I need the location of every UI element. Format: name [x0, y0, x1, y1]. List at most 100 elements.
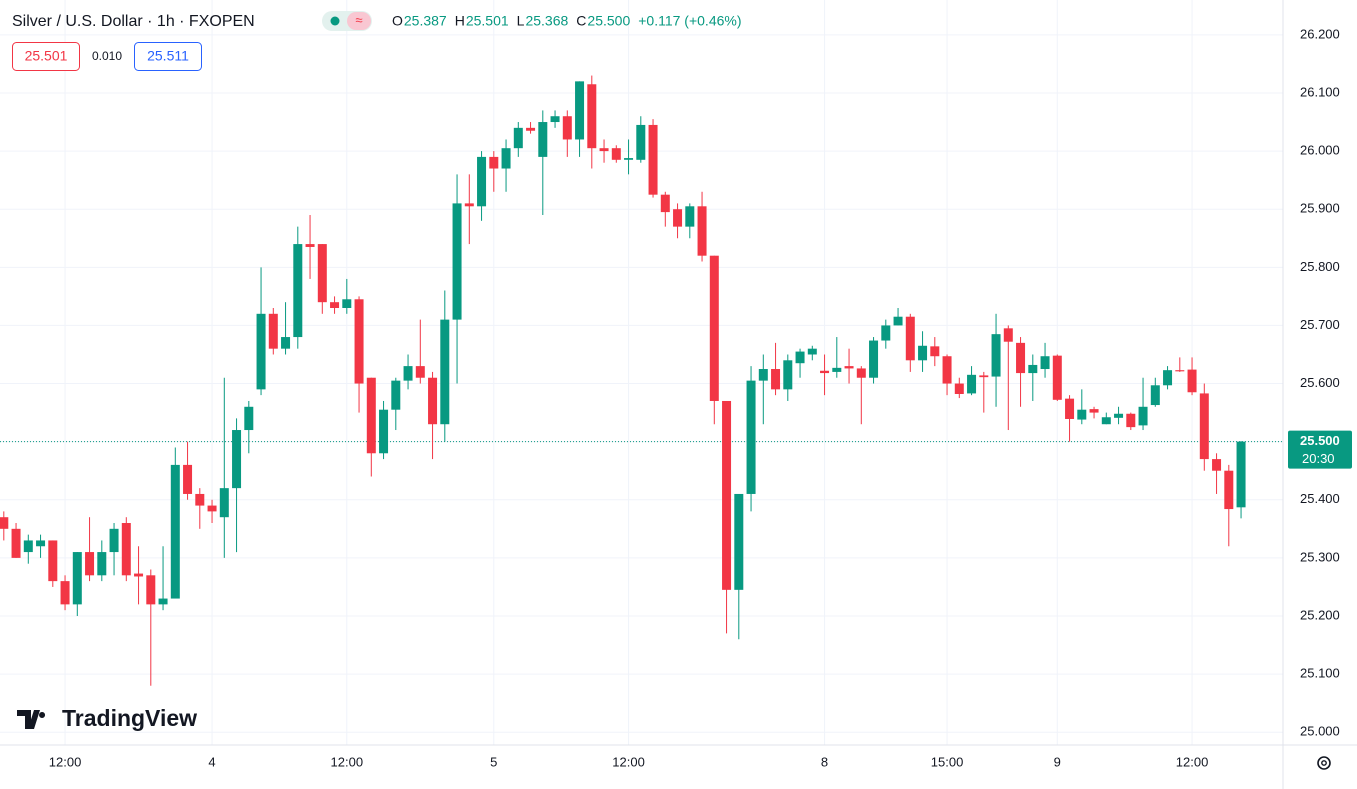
candle-body — [832, 367, 842, 372]
y-tick-label: 25.900 — [1300, 201, 1340, 216]
candle-body — [795, 351, 805, 364]
grid — [0, 0, 1283, 745]
x-tick-label: 9 — [1054, 754, 1061, 769]
candle-body — [1028, 364, 1038, 374]
candle-body — [170, 464, 180, 599]
candle-body — [673, 209, 683, 227]
x-tick-label: 4 — [208, 754, 215, 769]
y-tick-label: 26.200 — [1300, 26, 1340, 41]
candle-body — [734, 493, 744, 590]
candle-body — [97, 552, 107, 576]
logo-icon — [17, 710, 46, 729]
candle-body — [538, 122, 548, 157]
x-tick-label: 8 — [821, 754, 828, 769]
candle-body — [207, 505, 217, 512]
candle-body — [1163, 370, 1173, 386]
candle-body — [391, 380, 401, 410]
x-tick-label: 12:00 — [49, 754, 82, 769]
candle-body — [121, 523, 131, 576]
legend-key: H — [455, 13, 465, 29]
candle-body — [893, 316, 903, 326]
candle-body — [746, 380, 756, 494]
candle-body — [415, 366, 425, 378]
candle-body — [611, 148, 621, 160]
candle-body — [1199, 393, 1209, 460]
candle-body — [624, 158, 634, 160]
candle-body — [158, 598, 168, 605]
candle-body — [1016, 342, 1026, 374]
candle-body — [918, 345, 928, 361]
bid-box[interactable] — [12, 42, 80, 71]
candle-body — [293, 244, 303, 338]
candle-body — [1150, 385, 1160, 406]
candle-body — [0, 517, 9, 529]
candle-body — [587, 84, 597, 149]
legend-value: 25.500 — [587, 13, 630, 29]
y-tick-label: 25.800 — [1300, 259, 1340, 274]
candle-body — [440, 319, 450, 425]
y-tick-label: 25.300 — [1300, 549, 1340, 564]
watermark: TradingView — [17, 705, 197, 731]
x-tick-label: 12:00 — [612, 754, 645, 769]
watermark-text: TradingView — [62, 705, 197, 731]
candle-body — [317, 244, 327, 303]
settings-icon[interactable] — [1317, 756, 1331, 770]
candle-body — [36, 540, 46, 547]
candle-body — [526, 127, 536, 131]
candle-body — [477, 156, 487, 207]
candle-body — [464, 203, 474, 207]
candle-body — [109, 528, 119, 553]
candle-body — [954, 383, 964, 395]
status-approx — [347, 12, 371, 30]
legend-change: +0.117 (+0.46%) — [638, 13, 741, 29]
y-tick-label: 25.700 — [1300, 317, 1340, 332]
gear[interactable] — [1317, 756, 1331, 770]
candle-body — [1052, 355, 1062, 400]
candle-body — [1077, 409, 1087, 420]
candle-body — [942, 356, 952, 384]
candle-body — [771, 369, 781, 390]
ask-box[interactable] — [134, 42, 202, 71]
approx-icon: ≈ — [355, 12, 362, 27]
candle-body — [758, 369, 768, 381]
y-tick-label: 25.000 — [1300, 724, 1340, 739]
chart-title: Silver / U.S. Dollar · 1h · FXOPEN — [12, 13, 255, 30]
candle-body — [1236, 441, 1246, 508]
legend-key: L — [517, 13, 525, 29]
candle-body — [820, 370, 830, 374]
candle-body — [403, 366, 413, 381]
candle-body — [856, 368, 866, 378]
candle-body — [1126, 413, 1136, 428]
candle-body — [428, 377, 438, 425]
candle-body — [501, 148, 511, 169]
candle-body — [48, 540, 58, 582]
candle-body — [967, 374, 977, 394]
candle-body — [379, 409, 389, 454]
candle-body — [1187, 369, 1197, 393]
candle-body — [709, 255, 719, 401]
candle-body — [183, 464, 193, 494]
candle-body — [1040, 356, 1050, 370]
candle-body — [930, 346, 940, 357]
candle-body — [232, 430, 242, 489]
candle-body — [905, 316, 915, 361]
candle-body — [1003, 328, 1013, 342]
candle-body — [60, 581, 70, 605]
candle-body — [452, 203, 462, 320]
candle-body — [1101, 417, 1111, 425]
y-tick-label: 25.100 — [1300, 666, 1340, 681]
candle-body — [722, 400, 732, 590]
candle-body — [330, 302, 340, 308]
x-tick-label: 15:00 — [931, 754, 964, 769]
candle-body — [23, 540, 33, 553]
candle-body — [783, 360, 793, 390]
status-dot — [330, 16, 340, 26]
candle-body — [881, 325, 891, 341]
candle-body — [648, 124, 658, 195]
bid: 25.501 — [25, 48, 68, 64]
candle-body — [268, 313, 278, 349]
spread: 0.010 — [92, 49, 122, 63]
candle-body — [1212, 459, 1222, 471]
candle-body — [685, 206, 695, 227]
